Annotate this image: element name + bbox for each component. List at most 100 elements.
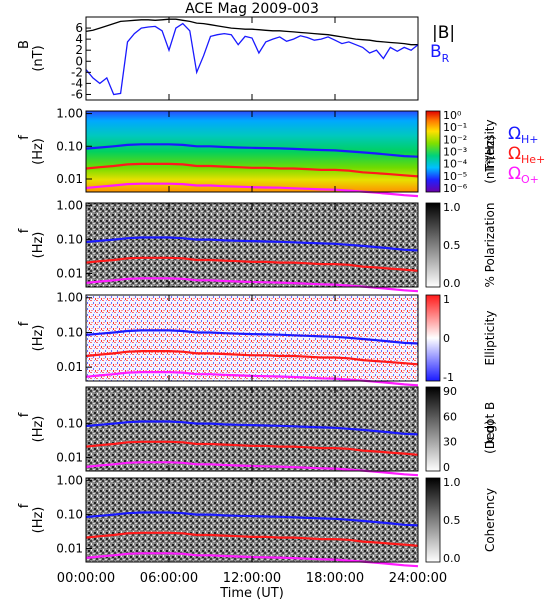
y-axis-unit: (Hz): [31, 138, 46, 165]
gyro-line-He: [85, 256, 419, 272]
y-tick-label: 0.10: [56, 325, 83, 339]
colorbar-title: % Polarization: [483, 203, 497, 288]
colorbar-tick-label: 0.5: [443, 514, 461, 527]
y-axis-label: B: [17, 40, 32, 49]
colorbar-tick-label: 10⁻⁵: [443, 170, 467, 183]
colorbar: [425, 202, 441, 288]
colorbar-tick-label: -1: [443, 371, 454, 384]
colorbar-tick-label: 1: [443, 293, 450, 306]
colorbar-tick-label: 10⁻²: [443, 133, 467, 146]
colorbar-tick-label: 10⁻⁶: [443, 182, 468, 195]
y-axis-unit: (Hz): [31, 507, 46, 534]
y-axis-unit: (Hz): [31, 416, 46, 443]
y-tick-label: 1.00: [56, 107, 83, 121]
x-tick-label: 24:00:00: [389, 571, 447, 586]
colorbar-unit: (nT²/Hz): [483, 135, 497, 183]
gyro-line-He: [85, 531, 419, 547]
gyro-line-H: [85, 329, 419, 345]
colorbar-title: Coherency: [483, 488, 497, 552]
series-line-absB: [85, 18, 418, 46]
colorbar-tick-label: 0: [443, 461, 450, 474]
y-tick-label: 2: [75, 43, 83, 57]
y-tick-label: 0.01: [56, 360, 83, 374]
y-tick-label: -6: [71, 87, 83, 101]
y-tick-label: 0.10: [56, 508, 83, 522]
colorbar-tick-label: 1.0: [443, 201, 461, 214]
y-tick-label: 1.00: [56, 474, 83, 488]
gyro-line-H: [85, 511, 419, 527]
colorbar-tick-label: 0.0: [443, 552, 461, 565]
y-tick-label: 0.01: [56, 172, 83, 186]
panel-background: [86, 387, 418, 471]
colorbar-unit: (Deg): [483, 420, 497, 454]
y-tick-label: 0: [75, 54, 83, 68]
y-tick-label: -2: [71, 65, 83, 79]
legend-omega-o: ΩO+: [508, 164, 539, 186]
legend-absB: |B|: [432, 23, 455, 43]
gyro-line-He: [85, 440, 419, 456]
y-axis-unit: (nT): [31, 45, 46, 71]
gyro-legend: ΩH+ ΩHe+ ΩO+: [508, 124, 545, 186]
x-axis-labels: 00:00:00 06:00:00 12:00:00 18:00:00 24:0…: [57, 571, 447, 600]
figure-title: ACE Mag 2009-003: [185, 1, 319, 17]
y-tick-label: 1.00: [56, 291, 83, 305]
panel-ellipticity: 1.00 0.10 0.01 1 0 -1 Ellipticity f(Hz): [17, 291, 497, 387]
colorbar-tick-label: 10⁻¹: [443, 121, 467, 134]
gyro-line-He: [85, 162, 419, 178]
panels: 6420-2-4-6B(nT)1.000.100.0110⁰10⁻¹10⁻²10…: [17, 16, 497, 568]
colorbar-title: k dot B: [483, 402, 497, 444]
y-tick-label: 0.01: [56, 267, 83, 281]
colorbar-tick-label: 90: [443, 385, 457, 398]
y-axis-label: f: [17, 321, 32, 326]
colorbar-tick-label: 10⁻⁴: [443, 158, 468, 171]
colorbar: [425, 294, 441, 382]
y-axis-unit: (Hz): [31, 325, 46, 352]
y-tick-label: -4: [71, 76, 83, 90]
colorbar-title: Ellipticity: [483, 311, 497, 366]
gyro-line-H: [85, 143, 419, 158]
y-axis-label: f: [17, 412, 32, 417]
y-tick-label: 0.01: [56, 451, 83, 465]
y-axis-label: f: [17, 135, 32, 140]
y-tick-label: 0.10: [56, 417, 83, 431]
legend-omega-he: ΩHe+: [508, 144, 545, 166]
colorbar-tick-label: 0.0: [443, 277, 461, 290]
gyro-line-He: [85, 350, 419, 366]
y-tick-label: 1.00: [56, 199, 83, 213]
colorbar-tick-label: 30: [443, 436, 457, 449]
colorbar-title: Intensity: [483, 119, 497, 171]
colorbar-tick-label: 0.5: [443, 239, 461, 252]
x-tick-label: 12:00:00: [223, 571, 281, 586]
panel-background: [86, 111, 418, 192]
b-legend: |B| BR: [430, 23, 455, 65]
colorbar-tick-label: 0: [443, 332, 450, 345]
panel-background: [86, 17, 418, 100]
series-line-BR: [85, 22, 419, 96]
gyro-line-H: [85, 236, 419, 252]
y-tick-label: 4: [75, 32, 83, 46]
legend-omega-h: ΩH+: [508, 124, 539, 146]
colorbar-tick-label: 10⁰: [443, 109, 462, 122]
y-tick-label: 0.01: [56, 542, 83, 556]
panel-background: [86, 295, 418, 381]
panel-background: [86, 203, 418, 287]
colorbar-tick-label: 1.0: [443, 476, 461, 489]
y-tick-label: 0.10: [56, 233, 83, 247]
legend-BR: BR: [430, 42, 450, 65]
colorbar: [425, 477, 441, 563]
colorbar: [425, 386, 441, 472]
panel-kdotb: 0.10 0.01 90 60 30 0 k dot B(Deg) f(Hz): [17, 385, 497, 477]
colorbar-tick-label: 60: [443, 410, 457, 423]
gyro-line-H: [85, 420, 419, 436]
y-tick-label: 6: [75, 21, 83, 35]
x-tick-label: 06:00:00: [140, 571, 198, 586]
y-axis-unit: (Hz): [31, 232, 46, 259]
colorbar-tick-label: 10⁻³: [443, 146, 467, 159]
x-axis-title: Time (UT): [219, 586, 284, 600]
panel-polarization: 1.00 0.10 0.01 1.0 0.5 0.0 % Polarization f(Hz): [17, 199, 497, 293]
x-tick-label: 00:00:00: [57, 571, 115, 586]
colorbar: [425, 110, 441, 193]
